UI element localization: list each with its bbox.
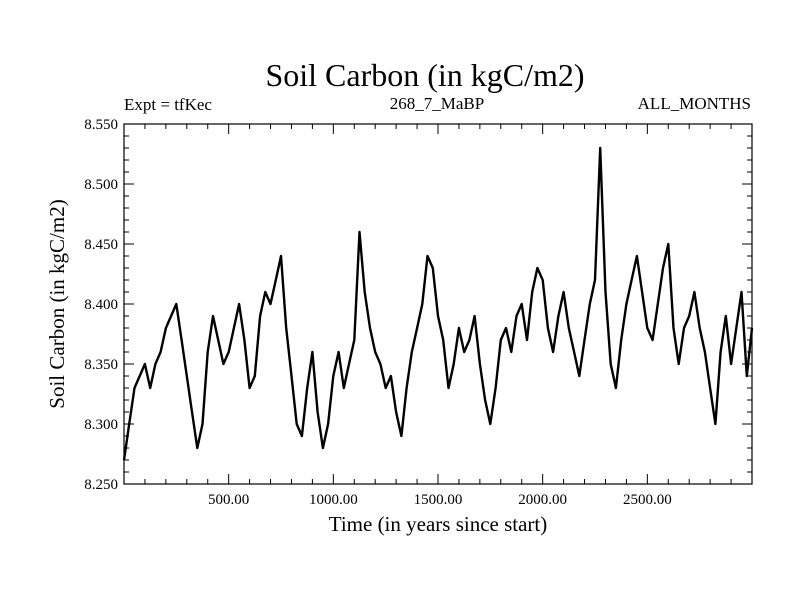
period-label: ALL_MONTHS (638, 94, 751, 113)
axis-ticks (124, 124, 752, 484)
series-line-0 (122, 146, 754, 461)
y-axis-label: Soil Carbon (in kgC/m2) (45, 199, 69, 408)
y-tick-label: 8.250 (84, 477, 118, 493)
x-axis-label: Time (in years since start) (329, 512, 548, 536)
x-tick-label: 2000.00 (518, 492, 567, 508)
plot-frame (123, 123, 753, 485)
x-tick-label: 1500.00 (414, 492, 463, 508)
x-tick-label: 1000.00 (309, 492, 358, 508)
x-tick-label: 2500.00 (623, 492, 672, 508)
tick-labels: 500.00 1000.00 1500.00 2000.00 2500.00 8.250 8… (84, 117, 671, 508)
y-tick-label: 8.450 (84, 237, 118, 253)
y-tick-label: 8.300 (84, 417, 118, 433)
experiment-label: Expt = tfKec (124, 95, 212, 114)
run-label: 268_7_MaBP (390, 94, 484, 113)
y-tick-label: 8.550 (84, 117, 118, 133)
y-tick-label: 8.500 (84, 177, 118, 193)
y-tick-label: 8.350 (84, 357, 118, 373)
y-tick-label: 8.400 (84, 297, 118, 313)
x-tick-label: 500.00 (208, 492, 249, 508)
chart-title: Soil Carbon (in kgC/m2) (265, 57, 584, 93)
series-layer (122, 146, 754, 461)
